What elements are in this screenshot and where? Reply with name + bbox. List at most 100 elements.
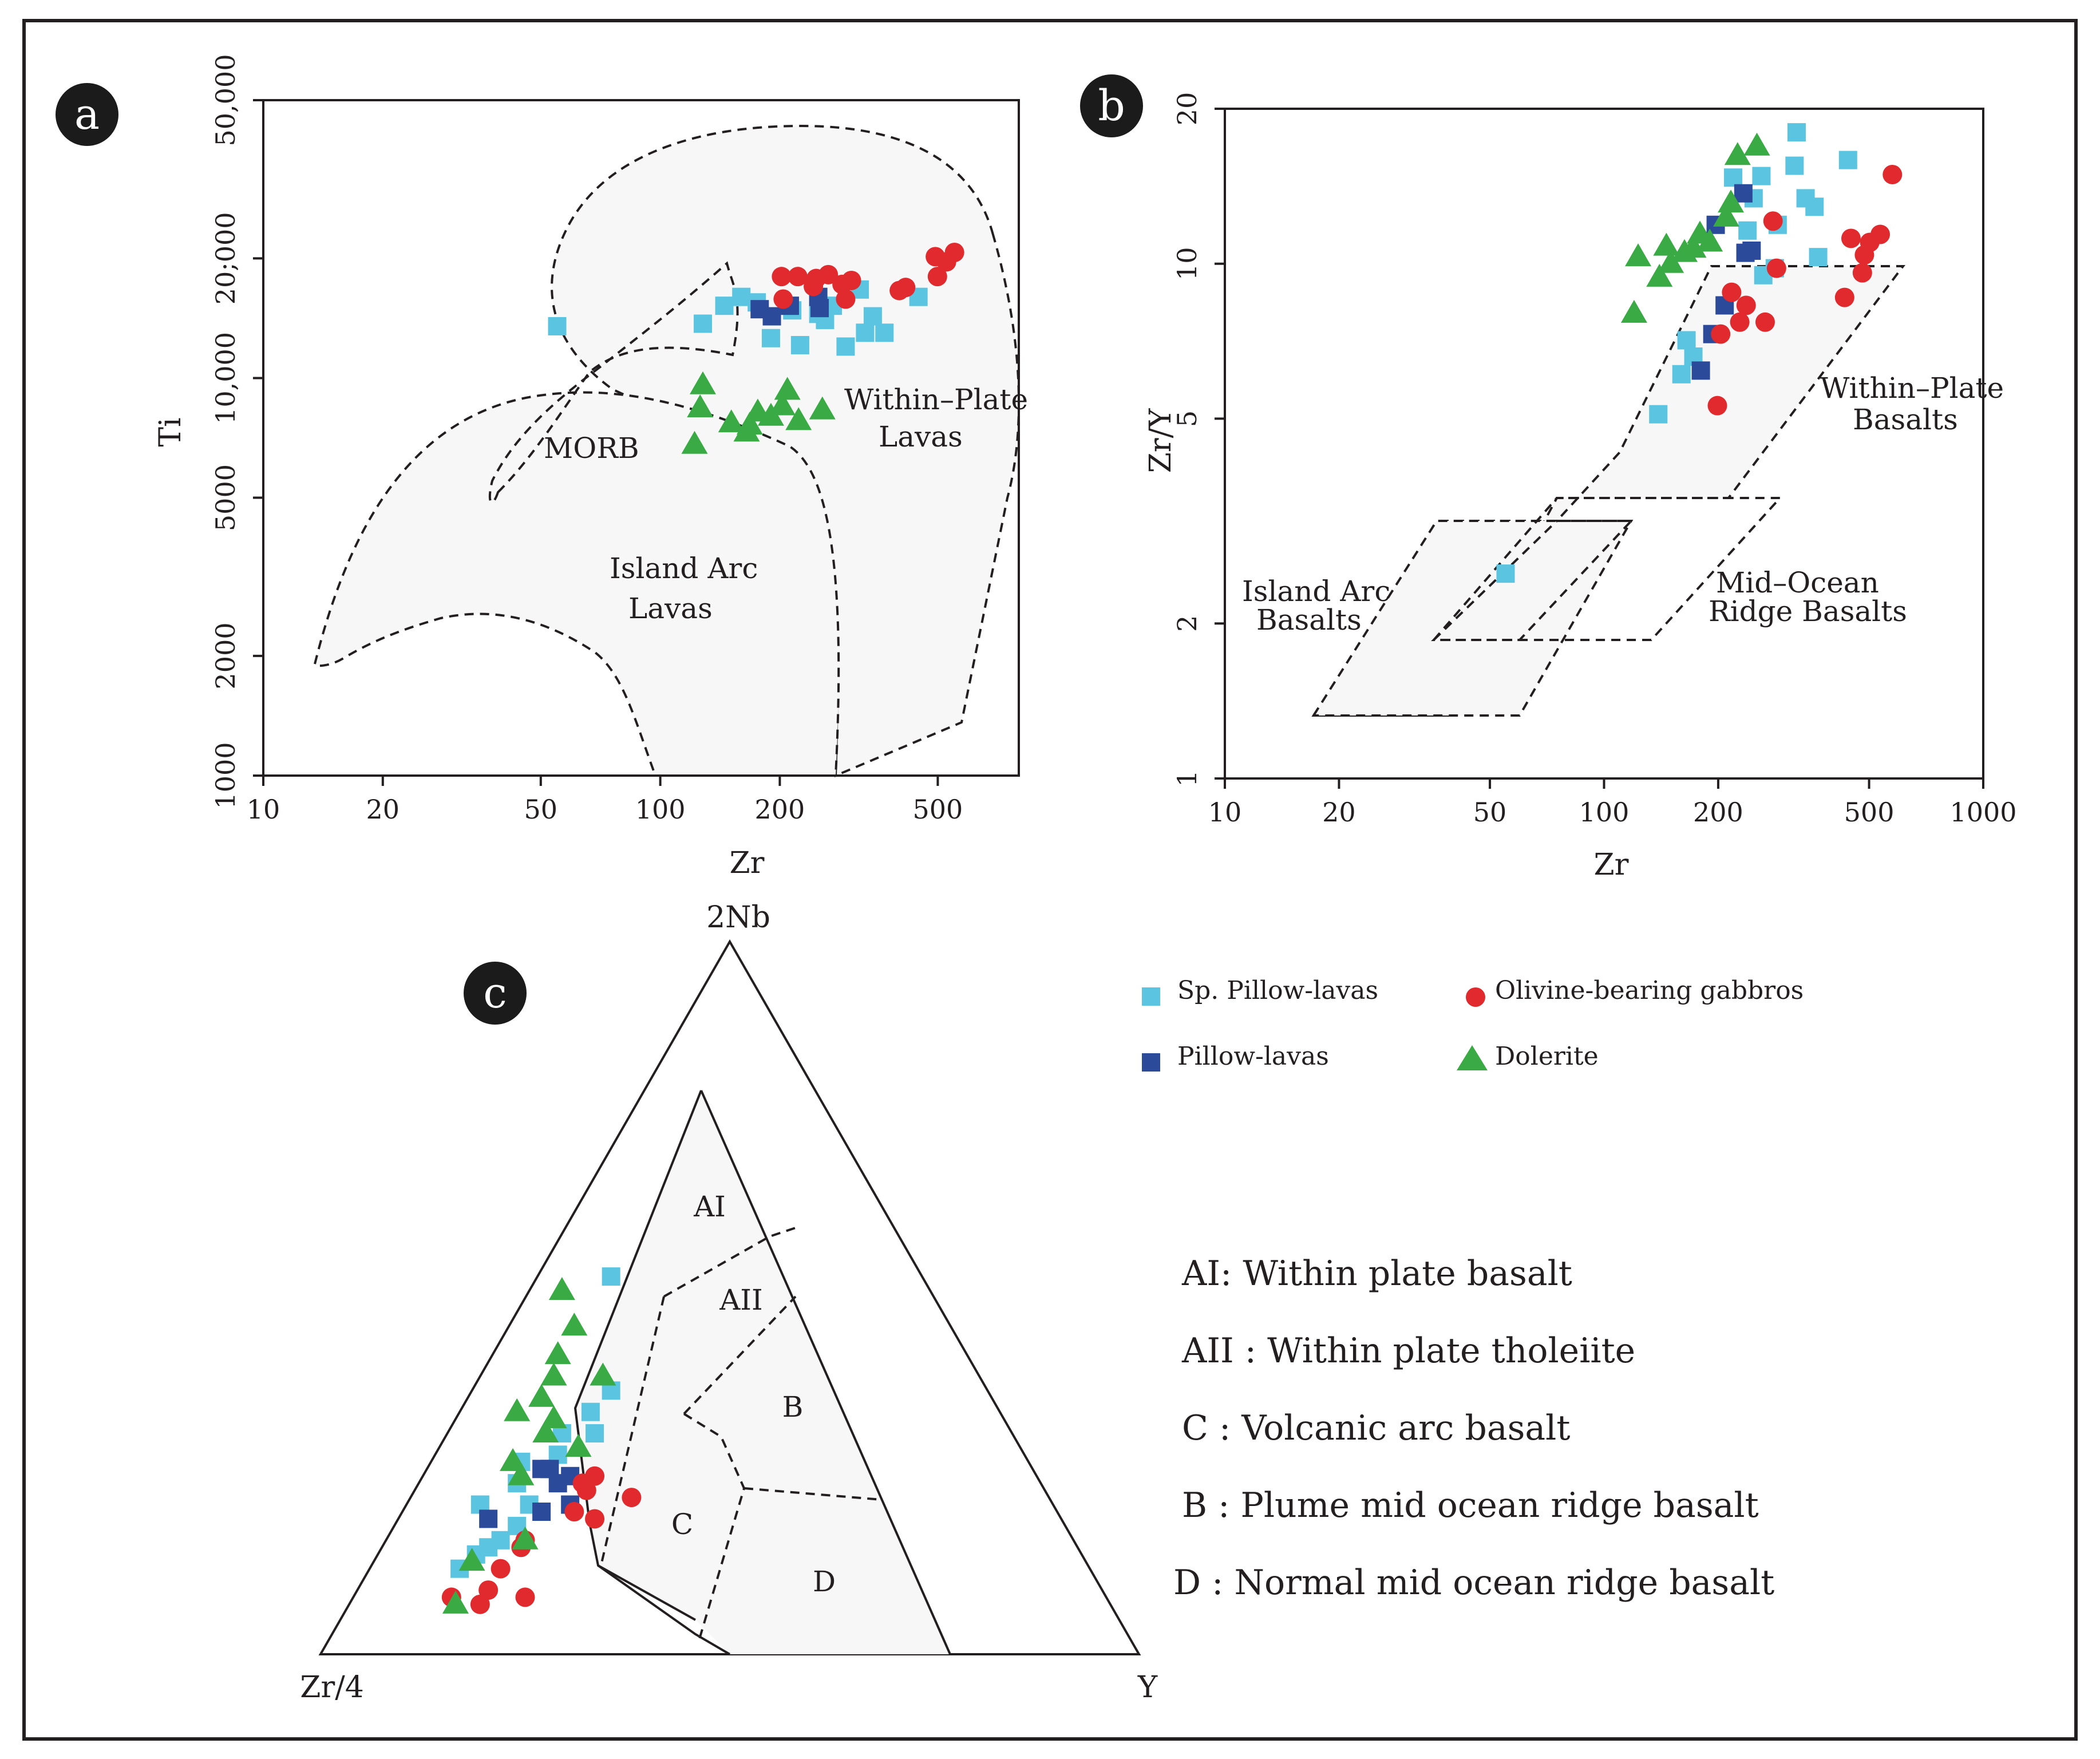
point-a-pillow-lavas-4	[810, 299, 829, 318]
point-c-pillow-lavas-6	[479, 1509, 498, 1528]
x-tick-label-b-0: 10	[1208, 797, 1242, 828]
point-b-olivine-bearing-gabbros-1	[1711, 324, 1731, 344]
y-tick-label-a-3: 10,000	[210, 332, 241, 424]
point-a-olivine-bearing-gabbros-10	[896, 278, 916, 298]
vertex-label-2nb: 2Nb	[706, 900, 770, 935]
y-tick-label-a-2: 5000	[210, 464, 241, 531]
point-c-dolerite-9	[508, 1462, 535, 1485]
point-a-olivine-bearing-gabbros-7	[836, 289, 856, 309]
legend-label-sp-pillow-lavas: Sp. Pillow-lavas	[1177, 976, 1378, 1005]
x-tick-label-b-5: 500	[1844, 797, 1895, 828]
point-b-sp-pillow-lavas-2	[1672, 365, 1691, 384]
x-tick-label-b-3: 100	[1579, 797, 1630, 828]
boundary-ai-right	[700, 1090, 951, 1655]
boundary-mid-ocean-ridge-basalts-b	[1431, 497, 1783, 641]
points-panel-a	[548, 243, 964, 454]
panel-b-badge-letter: b	[1098, 81, 1125, 131]
boundary-aii-top	[663, 1227, 796, 1298]
figure-frame	[22, 19, 2078, 1741]
region-label-within-plate-basalts-b: Basalts	[1853, 403, 1958, 436]
y-tick-label-b-0: 1	[1172, 770, 1203, 786]
ticks-panel-b: 10 20 50 100 200 500 1000 1 2 5 10 20	[1172, 92, 2017, 828]
point-c-dolerite-14	[540, 1405, 567, 1429]
point-c-dolerite-3	[540, 1362, 567, 1386]
point-c-olivine-bearing-gabbros-7	[585, 1509, 605, 1529]
point-b-olivine-bearing-gabbros-2	[1722, 282, 1742, 302]
vertex-label-zr4: Zr/4	[300, 1670, 364, 1705]
point-c-dolerite-10	[565, 1433, 592, 1457]
point-a-olivine-bearing-gabbros-14	[944, 243, 964, 263]
point-a-sp-pillow-lavas-10	[856, 323, 875, 342]
definition-d: D : Normal mid ocean ridge basalt	[1173, 1563, 1774, 1603]
x-tick-label-b-4: 200	[1693, 797, 1743, 828]
y-tick-label-a-1: 2000	[210, 622, 241, 689]
point-b-olivine-bearing-gabbros-10	[1852, 263, 1872, 283]
point-c-sp-pillow-lavas-0	[602, 1267, 620, 1286]
panel-c-ternary: AI AII B C D 2Nb Zr/4 Y c	[300, 900, 1158, 1705]
definition-b: B : Plume mid ocean ridge basalt	[1182, 1485, 1759, 1525]
point-b-pillow-lavas-4	[1734, 184, 1753, 203]
point-c-dolerite-5	[528, 1384, 555, 1407]
point-a-olivine-bearing-gabbros-2	[788, 267, 808, 287]
x-tick-label-a-1: 20	[366, 794, 400, 825]
point-c-dolerite-12	[458, 1548, 485, 1571]
point-a-dolerite-8	[785, 407, 812, 430]
y-tick-label-b-1: 2	[1172, 615, 1203, 632]
region-label-ai: AI	[693, 1190, 726, 1223]
definition-aii: AII : Within plate tholeiite	[1181, 1331, 1635, 1371]
point-b-sp-pillow-lavas-5	[1724, 168, 1743, 187]
point-b-pillow-lavas-0	[1691, 361, 1710, 380]
point-c-dolerite-0	[548, 1277, 575, 1301]
legend-marker-olivine-bearing-gabbros	[1466, 987, 1485, 1007]
y-tick-label-a-0: 1000	[210, 742, 241, 809]
point-b-dolerite-11	[1743, 132, 1770, 156]
point-b-dolerite-1	[1625, 243, 1652, 267]
point-a-dolerite-2	[689, 371, 716, 394]
field-island-arc-basalts-b	[1311, 520, 1634, 717]
region-label-morb: MORB	[544, 432, 639, 465]
point-c-olivine-bearing-gabbros-3	[515, 1587, 535, 1607]
point-b-olivine-bearing-gabbros-6	[1763, 211, 1783, 231]
point-b-dolerite-12	[1696, 228, 1723, 252]
point-a-olivine-bearing-gabbros-8	[841, 270, 861, 290]
point-a-dolerite-6	[769, 392, 796, 416]
point-c-dolerite-4	[590, 1362, 616, 1386]
point-a-dolerite-11	[757, 402, 784, 426]
point-a-olivine-bearing-gabbros-12	[927, 267, 947, 287]
point-b-olivine-bearing-gabbros-9	[1841, 228, 1861, 248]
point-b-sp-pillow-lavas-16	[1838, 151, 1857, 169]
point-c-olivine-bearing-gabbros-12	[622, 1488, 642, 1508]
region-label-island-arc-basalts-b: Basalts	[1256, 603, 1362, 637]
legend-label-pillow-lavas: Pillow-lavas	[1177, 1042, 1329, 1071]
axes-frame-a	[262, 99, 1020, 777]
point-b-sp-pillow-lavas-12	[1787, 123, 1806, 142]
point-c-olivine-bearing-gabbros-5	[491, 1559, 511, 1579]
point-b-dolerite-8	[1713, 203, 1739, 227]
legend-marker-dolerite	[1457, 1045, 1488, 1070]
point-c-dolerite-1	[561, 1313, 588, 1336]
panel-a-badge-letter: a	[74, 90, 100, 139]
region-label-b: B	[782, 1390, 804, 1424]
region-label-within-plate-lavas: Lavas	[879, 420, 963, 453]
point-a-sp-pillow-lavas-8	[836, 337, 855, 356]
x-axis-title-a: Zr	[730, 846, 765, 880]
point-a-sp-pillow-lavas-5	[790, 335, 809, 354]
boundary-morb	[488, 261, 739, 504]
y-tick-label-b-2: 5	[1172, 410, 1203, 427]
point-b-sp-pillow-lavas-3	[1677, 331, 1696, 350]
x-tick-label-b-2: 50	[1473, 797, 1507, 828]
definition-ai: AI: Within plate basalt	[1181, 1254, 1572, 1294]
legend-label-olivine-bearing-gabbros: Olivine-bearing gabbros	[1495, 976, 1804, 1005]
point-b-dolerite-4	[1658, 250, 1684, 273]
definition-c: C : Volcanic arc basalt	[1182, 1408, 1570, 1448]
point-b-olivine-bearing-gabbros-4	[1736, 295, 1756, 315]
point-b-sp-pillow-lavas-1	[1649, 405, 1668, 424]
y-tick-label-a-4: 20;000	[210, 212, 241, 305]
x-tick-label-a-5: 500	[913, 794, 963, 825]
panel-b-badge	[1080, 74, 1143, 137]
x-tick-label-a-3: 100	[635, 794, 686, 825]
region-label-d: D	[813, 1565, 836, 1598]
point-a-sp-pillow-lavas-2	[715, 297, 734, 315]
x-tick-label-a-4: 200	[754, 794, 805, 825]
